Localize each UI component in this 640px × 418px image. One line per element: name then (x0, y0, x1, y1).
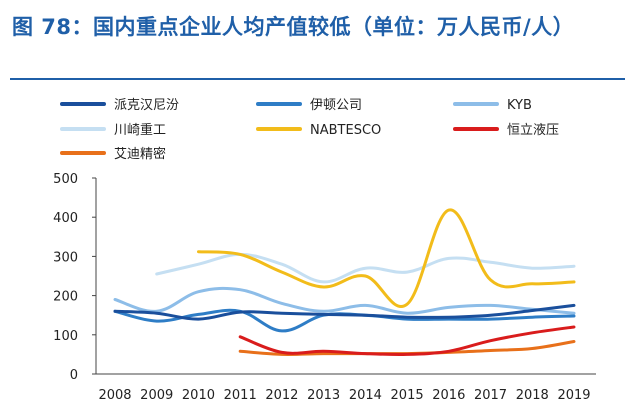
x-tick-label: 2014 (349, 388, 382, 403)
legend-label: KYB (507, 98, 532, 113)
legend-label: 伊顿公司 (310, 98, 362, 113)
legend-label: 恒立液压 (507, 123, 559, 138)
legend-label: NABTESCO (310, 123, 381, 138)
y-tick-label: 100 (53, 329, 78, 344)
x-tick-label: 2009 (140, 388, 173, 403)
legend-label: 艾迪精密 (114, 146, 166, 162)
x-tick-label: 2011 (224, 388, 257, 403)
legend-label: 川崎重工 (114, 122, 166, 138)
axes: 0 100 200 300 400 500 2008 2009 2010 2011 2012 2013… (53, 172, 596, 403)
x-tick-label: 2008 (98, 388, 131, 403)
series-line-3 (155, 252, 576, 284)
x-tick-label: 2010 (182, 388, 215, 403)
y-tick-label: 200 (53, 290, 78, 305)
series-line-5 (238, 325, 576, 357)
series-line-2 (113, 286, 576, 315)
x-tick-label: 2019 (557, 388, 590, 403)
y-tick-label: 300 (53, 250, 78, 265)
legend-label: 派克汉尼汾 (114, 98, 179, 113)
chart-title: 图 78：国内重点企业人均产值较低（单位：万人民币/人） (12, 15, 575, 39)
x-tick-label: 2012 (265, 388, 298, 403)
x-tick-label: 2016 (432, 388, 465, 403)
series-line-4 (197, 208, 576, 308)
y-tick-label: 0 (70, 368, 78, 383)
series-lines (113, 208, 576, 357)
x-tick-label: 2018 (516, 388, 549, 403)
series-line-0 (113, 303, 576, 321)
y-tick-label: 400 (53, 211, 78, 226)
x-tick-label: 2015 (391, 388, 424, 403)
x-tick-label: 2017 (474, 388, 507, 403)
x-tick-label: 2013 (307, 388, 340, 403)
y-tick-label: 500 (53, 172, 78, 187)
